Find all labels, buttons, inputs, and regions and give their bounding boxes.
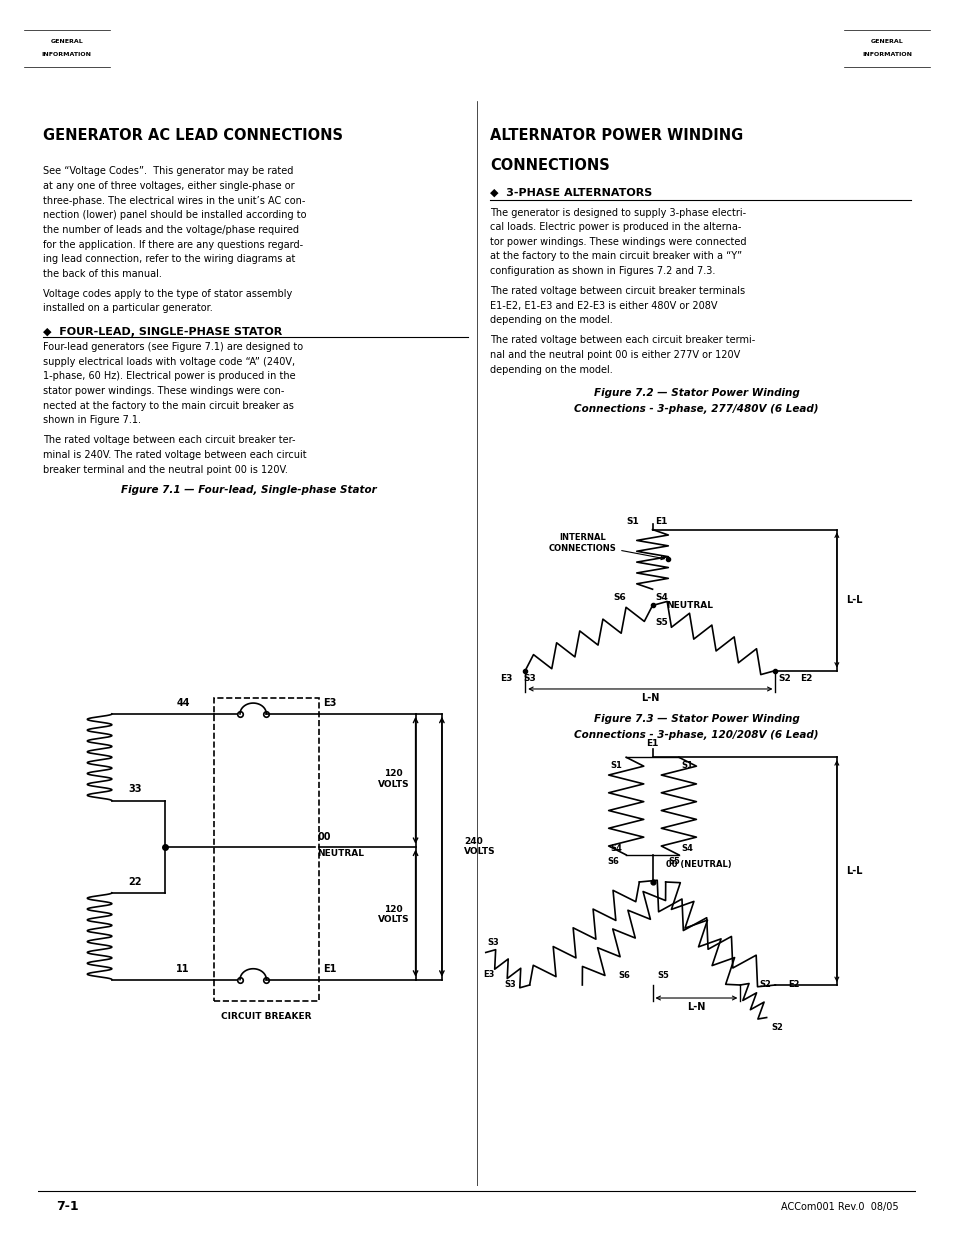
Text: nected at the factory to the main circuit breaker as: nected at the factory to the main circui… (43, 400, 294, 410)
Text: E2: E2 (788, 981, 800, 989)
Text: General Information: General Information (375, 61, 578, 78)
Text: installed on a particular generator.: installed on a particular generator. (43, 304, 213, 314)
Text: S2: S2 (759, 981, 770, 989)
Text: L-L: L-L (844, 866, 862, 876)
Text: Connections - 3-phase, 120/208V (6 Lead): Connections - 3-phase, 120/208V (6 Lead) (574, 730, 818, 740)
Text: three-phase. The electrical wires in the unit’s AC con-: three-phase. The electrical wires in the… (43, 195, 305, 205)
Text: Figure 7.1 — Four-lead, Single-phase Stator: Figure 7.1 — Four-lead, Single-phase Sta… (121, 484, 376, 494)
Text: 1-phase, 60 Hz). Electrical power is produced in the: 1-phase, 60 Hz). Electrical power is pro… (43, 372, 294, 382)
Text: S1: S1 (680, 761, 693, 769)
Text: Four-lead generators (see Figure 7.1) are designed to: Four-lead generators (see Figure 7.1) ar… (43, 342, 302, 352)
Text: ing lead connection, refer to the wiring diagrams at: ing lead connection, refer to the wiring… (43, 254, 294, 264)
Text: S3: S3 (523, 674, 536, 683)
Text: tor power windings. These windings were connected: tor power windings. These windings were … (490, 237, 746, 247)
Text: S6: S6 (618, 971, 630, 979)
FancyBboxPatch shape (19, 12, 114, 84)
Text: INFORMATION: INFORMATION (42, 52, 91, 57)
Text: E1: E1 (646, 739, 658, 747)
Text: cal loads. Electric power is produced in the alterna-: cal loads. Electric power is produced in… (490, 222, 740, 232)
Text: L-N: L-N (640, 693, 659, 703)
Text: The rated voltage between each circuit breaker termi-: The rated voltage between each circuit b… (490, 336, 755, 346)
Text: ◆  3-PHASE ALTERNATORS: ◆ 3-PHASE ALTERNATORS (490, 188, 652, 198)
Text: breaker terminal and the neutral point 00 is 120V.: breaker terminal and the neutral point 0… (43, 464, 287, 474)
Text: E1: E1 (655, 517, 667, 526)
Text: S6: S6 (613, 593, 625, 603)
Text: 240
VOLTS: 240 VOLTS (463, 837, 495, 856)
Text: E1: E1 (323, 965, 336, 974)
Text: Figure 7.3 — Stator Power Winding: Figure 7.3 — Stator Power Winding (593, 714, 799, 724)
Text: S5: S5 (655, 619, 667, 627)
Text: nection (lower) panel should be installed according to: nection (lower) panel should be installe… (43, 210, 306, 220)
Text: 44: 44 (176, 699, 190, 709)
Text: S6: S6 (606, 857, 618, 866)
Bar (213, 698, 318, 1002)
Text: E1-E2, E1-E3 and E2-E3 is either 480V or 208V: E1-E2, E1-E3 and E2-E3 is either 480V or… (490, 301, 717, 311)
Text: for the application. If there are any questions regard-: for the application. If there are any qu… (43, 240, 302, 249)
Text: S4: S4 (680, 844, 693, 852)
Text: S3: S3 (504, 981, 516, 989)
Text: GENERAL: GENERAL (870, 40, 902, 44)
Text: E3: E3 (323, 699, 336, 709)
Text: 00 (NEUTRAL): 00 (NEUTRAL) (665, 861, 731, 869)
Text: The rated voltage between circuit breaker terminals: The rated voltage between circuit breake… (490, 287, 744, 296)
Text: stator power windings. These windings were con-: stator power windings. These windings we… (43, 385, 284, 396)
Text: CONNECTIONS: CONNECTIONS (490, 158, 609, 173)
Text: S3: S3 (487, 939, 498, 947)
Text: shown in Figure 7.1.: shown in Figure 7.1. (43, 415, 140, 425)
Text: ALTERNATOR POWER WINDING: ALTERNATOR POWER WINDING (490, 128, 742, 143)
Text: GENERAL: GENERAL (51, 40, 83, 44)
Text: NEUTRAL: NEUTRAL (665, 601, 712, 610)
Text: Figure 7.2 — Stator Power Winding: Figure 7.2 — Stator Power Winding (593, 388, 799, 398)
Text: ACCom001 Rev.0  08/05: ACCom001 Rev.0 08/05 (780, 1202, 898, 1212)
Text: the number of leads and the voltage/phase required: the number of leads and the voltage/phas… (43, 225, 298, 235)
Text: 00: 00 (317, 832, 331, 842)
Text: S5: S5 (668, 857, 679, 866)
Text: 120
VOLTS: 120 VOLTS (377, 769, 409, 789)
Text: E2: E2 (800, 674, 812, 683)
Text: L-L: L-L (844, 595, 862, 605)
Text: The rated voltage between each circuit breaker ter-: The rated voltage between each circuit b… (43, 435, 294, 446)
Text: S4: S4 (609, 844, 621, 852)
Text: ◆  FOUR-LEAD, SINGLE-PHASE STATOR: ◆ FOUR-LEAD, SINGLE-PHASE STATOR (43, 327, 281, 337)
Text: CIRCUIT BREAKER: CIRCUIT BREAKER (221, 1013, 312, 1021)
Text: INFORMATION: INFORMATION (862, 52, 911, 57)
Text: GENERATOR AC LEAD CONNECTIONS: GENERATOR AC LEAD CONNECTIONS (43, 128, 342, 143)
Text: depending on the model.: depending on the model. (490, 315, 612, 326)
Text: Standby Generator Sets: Standby Generator Sets (355, 27, 598, 44)
Text: L-N: L-N (686, 1003, 705, 1013)
Text: 22: 22 (128, 877, 141, 888)
Text: S5: S5 (657, 971, 668, 979)
Text: S2: S2 (770, 1023, 782, 1032)
Text: at any one of three voltages, either single-phase or: at any one of three voltages, either sin… (43, 182, 294, 191)
Text: the back of this manual.: the back of this manual. (43, 269, 161, 279)
Text: depending on the model.: depending on the model. (490, 364, 612, 374)
Text: See “Voltage Codes”.  This generator may be rated: See “Voltage Codes”. This generator may … (43, 167, 293, 177)
Text: configuration as shown in Figures 7.2 and 7.3.: configuration as shown in Figures 7.2 an… (490, 266, 715, 277)
Text: Voltage codes apply to the type of stator assembly: Voltage codes apply to the type of stato… (43, 289, 292, 299)
Text: E3: E3 (482, 969, 494, 978)
Text: S2: S2 (778, 674, 790, 683)
Text: at the factory to the main circuit breaker with a “Y”: at the factory to the main circuit break… (490, 252, 741, 262)
FancyBboxPatch shape (839, 12, 934, 84)
Text: 11: 11 (176, 965, 190, 974)
Text: E3: E3 (499, 674, 512, 683)
Text: S4: S4 (655, 593, 667, 603)
Text: 33: 33 (128, 784, 141, 794)
Text: minal is 240V. The rated voltage between each circuit: minal is 240V. The rated voltage between… (43, 450, 306, 459)
Text: nal and the neutral point 00 is either 277V or 120V: nal and the neutral point 00 is either 2… (490, 351, 740, 361)
Text: NEUTRAL: NEUTRAL (317, 850, 364, 858)
Text: 7-1: 7-1 (55, 1200, 78, 1214)
Text: Connections - 3-phase, 277/480V (6 Lead): Connections - 3-phase, 277/480V (6 Lead) (574, 404, 818, 414)
Text: S1: S1 (609, 761, 621, 769)
Text: INTERNAL
CONNECTIONS: INTERNAL CONNECTIONS (548, 534, 663, 559)
Text: supply electrical loads with voltage code “A” (240V,: supply electrical loads with voltage cod… (43, 357, 294, 367)
Text: 120
VOLTS: 120 VOLTS (377, 905, 409, 924)
Text: S1: S1 (626, 517, 639, 526)
Text: The generator is designed to supply 3-phase electri-: The generator is designed to supply 3-ph… (490, 207, 745, 217)
